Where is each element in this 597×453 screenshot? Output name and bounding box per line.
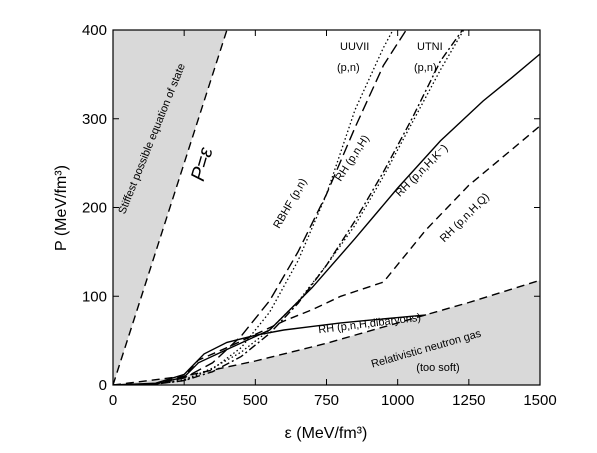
- y-tick-label: 400: [82, 22, 107, 39]
- x-tick-label: 750: [314, 392, 339, 409]
- curve-rh-p-n-h-dibaryons: [113, 314, 427, 385]
- uuvii-sublabel: (p,n): [337, 62, 360, 74]
- uuvii-label: UUVII: [340, 41, 369, 53]
- curve-rh-p-n-h-q: [113, 125, 540, 385]
- x-tick-label: 1250: [452, 392, 485, 409]
- x-tick-label: 0: [109, 392, 117, 409]
- x-tick-label: 250: [172, 392, 197, 409]
- p-eq-e-label: P=ε: [187, 144, 218, 184]
- rh-k-label: RH (p,n,H,K⁻): [393, 142, 450, 199]
- curve-p: [113, 30, 228, 385]
- axis-ticks: 0 250 500 750 1000 1250 1500 0 100 200 300 400: [82, 22, 557, 409]
- x-tick-label: 1000: [381, 392, 414, 409]
- x-axis-label: ε (MeV/fm³): [285, 425, 368, 442]
- utni-sublabel: (p,n): [414, 62, 437, 74]
- y-tick-label: 0: [99, 377, 107, 394]
- rbhf-label: RBHF (p,n): [271, 176, 309, 230]
- curve-rbhf-p-n: [113, 30, 408, 385]
- too-soft-label: (too soft): [416, 362, 459, 374]
- rh-q-label: RH (p,n,H,Q): [438, 191, 492, 245]
- region-relativistic-neutron-gas: [113, 280, 540, 385]
- curve-rh-p-n-h-k: [113, 53, 540, 385]
- y-axis-label: P (MeV/fm³): [53, 165, 70, 251]
- y-tick-label: 200: [82, 200, 107, 217]
- y-tick-label: 300: [82, 111, 107, 128]
- x-tick-label: 500: [243, 392, 268, 409]
- utni-label: UTNI: [417, 41, 443, 53]
- y-tick-label: 100: [82, 288, 107, 305]
- x-tick-label: 1500: [523, 392, 556, 409]
